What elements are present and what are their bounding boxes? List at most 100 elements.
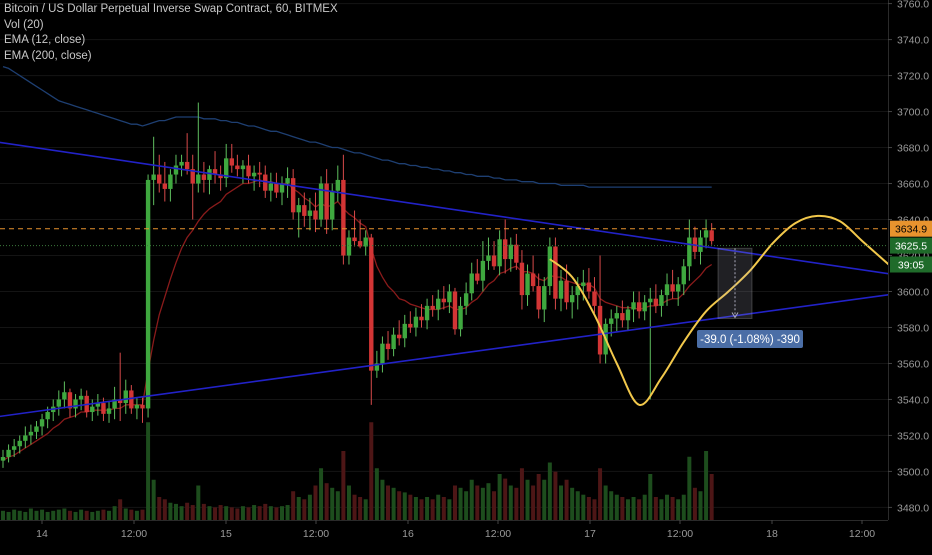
volume-bar (201, 503, 206, 520)
volume-bar (162, 499, 167, 520)
candle-body (224, 158, 229, 179)
candle-body (302, 205, 307, 216)
volume-bar (358, 497, 363, 520)
volume-bar (681, 494, 686, 520)
volume-bar (352, 494, 357, 520)
volume-bar (307, 494, 312, 520)
candle-body (514, 244, 519, 263)
candle-body (497, 239, 502, 267)
candle-body (285, 178, 290, 184)
candle-body (380, 343, 385, 364)
volume-bar (95, 510, 100, 520)
candle-body (675, 284, 681, 292)
candle-body (330, 190, 335, 220)
candle-body (536, 286, 541, 310)
volume-bar (346, 485, 351, 520)
volume-bar (179, 506, 184, 520)
price-axis-bg (888, 0, 932, 550)
volume-bar (268, 506, 273, 520)
candle-body (687, 237, 692, 267)
volume-bar (84, 510, 89, 520)
candle-body (659, 295, 664, 306)
time-axis-bg (0, 520, 932, 550)
price-tick-label: 3480.0 (897, 502, 929, 514)
candle-body (279, 183, 285, 193)
candle-body (39, 419, 45, 427)
volume-bar (1, 510, 5, 520)
volume-bar (676, 499, 681, 520)
volume-bar (67, 510, 72, 520)
candle-body (642, 302, 647, 312)
candle-body (452, 291, 458, 330)
candle-body (117, 399, 123, 404)
volume-bar (436, 494, 441, 520)
volume-bar (17, 510, 22, 520)
candle-body (564, 280, 569, 303)
candle-body (670, 284, 675, 292)
price-tick-label: 3580.0 (897, 322, 929, 334)
volume-bar (369, 422, 374, 520)
candle-body (162, 183, 168, 189)
volume-bar (704, 451, 709, 520)
volume-bar (542, 479, 547, 520)
candle-body (318, 183, 324, 220)
volume-bar (335, 491, 340, 520)
candle-body (11, 446, 17, 450)
indicator-volume[interactable]: Vol (20) (4, 18, 44, 31)
candle-body (408, 323, 413, 328)
volume-bar (452, 485, 457, 520)
candle-body (134, 404, 140, 409)
candle-body (396, 334, 402, 339)
indicator-ema-12[interactable]: EMA (12, close) (4, 34, 86, 46)
chart-title[interactable]: Bitcoin / US Dollar Perpetual Inverse Sw… (4, 3, 338, 15)
candle-body (698, 237, 703, 252)
price-label-bg (890, 237, 932, 254)
volume-bar (123, 508, 128, 520)
volume-bar (514, 487, 519, 520)
candle-body (201, 174, 207, 180)
volume-bar (190, 505, 195, 520)
candle-body (129, 390, 134, 409)
indicator-ema-200[interactable]: EMA (200, close) (4, 49, 92, 62)
measure-label: -39.0 (-1.08%) -390 (700, 334, 800, 346)
candle-body (151, 174, 156, 180)
candle-body (597, 305, 603, 355)
candle-body (664, 284, 670, 296)
volume-bar (6, 511, 11, 520)
candle-body (268, 183, 274, 191)
volume-bar (185, 502, 190, 520)
volume-bar (637, 499, 642, 520)
volume-bar (274, 507, 279, 520)
volume-bar (213, 507, 218, 520)
volume-bar (592, 499, 597, 520)
volume-bar (397, 491, 402, 520)
candle-body (246, 165, 251, 177)
candle-body (503, 239, 508, 260)
candle-body (123, 390, 128, 404)
candle-body (648, 298, 653, 303)
volume-bar (224, 506, 229, 520)
volume-bar (62, 508, 67, 520)
candle-body (419, 316, 424, 321)
volume-bar (386, 485, 391, 520)
candle-body (112, 399, 117, 409)
candle-body (592, 291, 597, 306)
candle-body (352, 237, 357, 242)
volume-bar (642, 494, 647, 520)
candle-body (212, 169, 218, 175)
candle-body (553, 246, 558, 299)
volume-bar (302, 499, 307, 520)
candle-body (581, 282, 586, 287)
volume-bar (363, 499, 368, 520)
measure-box[interactable] (717, 247, 753, 319)
candle-body (480, 260, 486, 281)
candle-body (653, 298, 659, 306)
price-tick-label: 3600.0 (897, 286, 929, 298)
candle-body (95, 403, 101, 407)
measure-arrowhead (731, 312, 739, 319)
candle-body (168, 174, 173, 189)
projection-curve (549, 214, 932, 406)
volume-bar (653, 497, 658, 520)
volume-bar (90, 511, 95, 520)
